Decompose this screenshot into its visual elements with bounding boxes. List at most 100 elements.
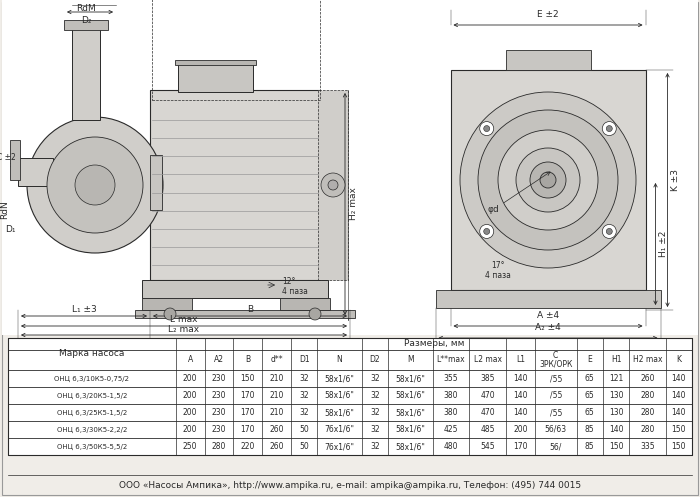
- Text: A ±4: A ±4: [537, 311, 559, 320]
- Text: 50: 50: [300, 425, 309, 434]
- Circle shape: [164, 308, 176, 320]
- Text: 230: 230: [211, 408, 226, 417]
- Text: 480: 480: [444, 442, 458, 451]
- Text: 210: 210: [270, 374, 284, 383]
- Bar: [72, 22, 100, 120]
- Circle shape: [460, 92, 636, 268]
- Text: 210: 210: [270, 408, 284, 417]
- Text: 230: 230: [211, 425, 226, 434]
- Text: 260: 260: [270, 425, 284, 434]
- Bar: [178, 62, 253, 92]
- Text: /55: /55: [550, 391, 562, 400]
- Text: 250: 250: [183, 442, 197, 451]
- Text: 210: 210: [270, 391, 284, 400]
- Text: L max: L max: [170, 316, 197, 325]
- Text: 170: 170: [241, 425, 255, 434]
- Text: L₂ max: L₂ max: [169, 325, 199, 333]
- Text: 470: 470: [480, 408, 495, 417]
- Circle shape: [540, 172, 556, 188]
- Text: 32: 32: [370, 391, 379, 400]
- Circle shape: [47, 137, 143, 233]
- Text: 200: 200: [183, 374, 197, 383]
- Bar: [280, 298, 330, 310]
- Text: 50: 50: [300, 442, 309, 451]
- Text: 230: 230: [211, 374, 226, 383]
- Text: 76х1/6": 76х1/6": [325, 425, 354, 434]
- Text: 150: 150: [671, 425, 686, 434]
- Text: ООО «Насосы Ампика», http://www.ampika.ru, e-mail: ampika@ampika.ru, Телефон: (4: ООО «Насосы Ампика», http://www.ampika.r…: [119, 482, 581, 491]
- Circle shape: [328, 180, 338, 190]
- Text: 58х1/6": 58х1/6": [395, 374, 425, 383]
- Bar: [150, 90, 320, 280]
- Text: B: B: [247, 306, 253, 315]
- Text: A2: A2: [214, 355, 224, 364]
- Text: 58х1/6": 58х1/6": [395, 408, 425, 417]
- Text: D₁: D₁: [5, 226, 15, 235]
- Text: 280: 280: [640, 391, 654, 400]
- Bar: [152, 0, 320, 100]
- Text: 32: 32: [300, 391, 309, 400]
- Text: 4 паза: 4 паза: [282, 287, 308, 297]
- Text: 355: 355: [444, 374, 458, 383]
- Circle shape: [321, 173, 345, 197]
- Text: B: B: [245, 355, 251, 364]
- Text: 76х1/6": 76х1/6": [325, 442, 354, 451]
- Circle shape: [530, 162, 566, 198]
- Text: L₁ ±3: L₁ ±3: [71, 306, 97, 315]
- Bar: [142, 298, 192, 310]
- Text: ОНЦ 6,3/10К5-0,75/2: ОНЦ 6,3/10К5-0,75/2: [55, 375, 130, 382]
- Text: 380: 380: [444, 408, 458, 417]
- Text: 140: 140: [513, 408, 528, 417]
- Text: L1: L1: [516, 355, 525, 364]
- Text: 65: 65: [585, 391, 595, 400]
- Text: 32: 32: [370, 442, 379, 451]
- Text: D1: D1: [299, 355, 309, 364]
- Text: 425: 425: [444, 425, 458, 434]
- Text: 58х1/6": 58х1/6": [325, 374, 354, 383]
- Text: 32: 32: [370, 374, 379, 383]
- Text: ОНЦ 6,3/25К5-1,5/2: ОНЦ 6,3/25К5-1,5/2: [57, 410, 127, 415]
- Text: N: N: [337, 355, 342, 364]
- Text: 170: 170: [513, 442, 528, 451]
- Bar: [150, 155, 162, 210]
- Text: E ±2: E ±2: [537, 10, 559, 19]
- Text: 58х1/6": 58х1/6": [325, 391, 354, 400]
- Text: 260: 260: [270, 442, 284, 451]
- Text: K ±3: K ±3: [671, 169, 680, 191]
- Text: φd: φd: [487, 172, 550, 215]
- Text: 260: 260: [640, 374, 654, 383]
- Text: H₁ ±2: H₁ ±2: [659, 231, 668, 257]
- Circle shape: [478, 110, 618, 250]
- Circle shape: [498, 130, 598, 230]
- Bar: [18, 158, 53, 186]
- Circle shape: [75, 165, 115, 205]
- Text: H1: H1: [610, 355, 622, 364]
- Text: 140: 140: [671, 391, 686, 400]
- Text: /55: /55: [550, 374, 562, 383]
- Text: 200: 200: [183, 425, 197, 434]
- Text: 65: 65: [585, 408, 595, 417]
- Text: ampika: ampika: [141, 119, 340, 222]
- Text: 140: 140: [513, 391, 528, 400]
- Text: 220: 220: [241, 442, 255, 451]
- Circle shape: [602, 225, 616, 239]
- Text: D₂: D₂: [80, 16, 91, 25]
- Text: 150: 150: [671, 442, 686, 451]
- Text: 58х1/6": 58х1/6": [395, 442, 425, 451]
- Text: RdM: RdM: [76, 4, 96, 13]
- Text: D2: D2: [370, 355, 380, 364]
- Text: 58х1/6": 58х1/6": [395, 391, 425, 400]
- Text: H₂ max: H₂ max: [349, 187, 358, 221]
- Text: 485: 485: [480, 425, 495, 434]
- Circle shape: [602, 122, 616, 136]
- Bar: [8, 338, 692, 455]
- Text: 335: 335: [640, 442, 655, 451]
- Text: d**: d**: [270, 355, 283, 364]
- Circle shape: [484, 126, 490, 132]
- Text: ОНЦ 6,3/30К5-2,2/2: ОНЦ 6,3/30К5-2,2/2: [57, 426, 127, 432]
- Text: 380: 380: [444, 391, 458, 400]
- Bar: [435, 290, 661, 308]
- Text: 58х1/6": 58х1/6": [325, 408, 354, 417]
- Circle shape: [606, 229, 612, 235]
- Bar: [64, 20, 108, 30]
